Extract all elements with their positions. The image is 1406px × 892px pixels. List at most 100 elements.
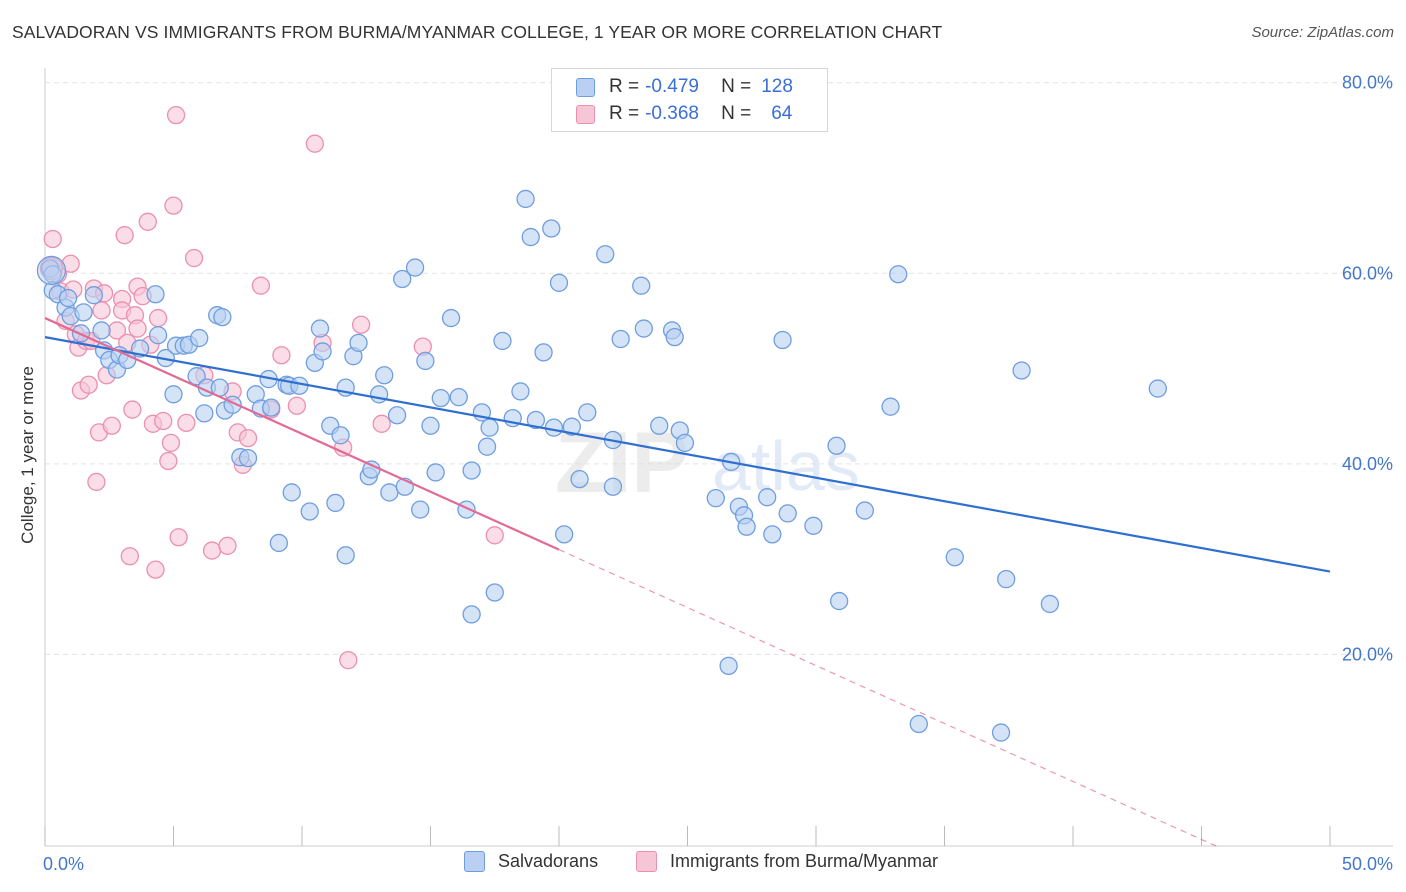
- data-point-burma: [202, 541, 222, 560]
- y-tick-label: 60.0%: [1342, 263, 1393, 283]
- trend-line-burma: [44, 317, 560, 551]
- data-point-salvadorans: [493, 331, 512, 351]
- data-point-salvadorans: [554, 525, 574, 544]
- y-tick-label: 80.0%: [1342, 73, 1393, 93]
- data-point-salvadorans: [380, 483, 399, 502]
- data-point-burma: [87, 472, 106, 492]
- data-point-salvadorans: [521, 227, 540, 247]
- data-point-salvadorans: [562, 417, 581, 436]
- data-point-salvadorans: [516, 189, 535, 209]
- data-point-burma: [372, 414, 391, 433]
- data-point-salvadorans: [945, 548, 964, 567]
- data-point-burma: [177, 413, 196, 433]
- data-point-salvadorans: [164, 385, 183, 404]
- data-point-salvadorans: [416, 351, 435, 371]
- data-point-burma: [120, 547, 139, 566]
- legend-n-label: N =: [721, 76, 752, 97]
- data-point-burma: [351, 315, 371, 334]
- data-point-burma: [218, 536, 237, 555]
- legend-swatch-pink: [636, 851, 657, 872]
- legend-r-label: R =: [609, 103, 640, 124]
- data-point-salvadorans: [262, 398, 281, 417]
- data-point-salvadorans: [58, 288, 78, 308]
- data-point-salvadorans: [1040, 594, 1060, 614]
- legend-n-value: 64: [771, 103, 793, 124]
- data-point-salvadorans: [1148, 379, 1167, 398]
- data-point-salvadorans: [310, 319, 330, 338]
- data-point-salvadorans: [36, 255, 67, 286]
- data-point-salvadorans: [405, 258, 425, 277]
- data-point-salvadorans: [393, 269, 412, 289]
- data-point-salvadorans: [326, 493, 345, 513]
- legend-item-salvadorans: Salvadorans: [464, 851, 598, 872]
- data-point-salvadorans: [889, 265, 908, 284]
- data-point-salvadorans: [477, 437, 497, 456]
- data-point-salvadorans: [313, 342, 332, 361]
- data-point-salvadorans: [665, 327, 684, 347]
- data-point-salvadorans: [74, 303, 93, 322]
- data-point-burma: [123, 400, 142, 419]
- data-point-salvadorans: [719, 656, 738, 676]
- data-point-salvadorans: [148, 326, 168, 345]
- data-point-salvadorans: [829, 591, 849, 611]
- axes: [44, 68, 1393, 847]
- source-credit: Source: ZipAtlas.com: [1251, 24, 1394, 41]
- data-point-salvadorans: [449, 388, 468, 407]
- data-point-salvadorans: [855, 501, 874, 520]
- data-point-burma: [485, 526, 504, 545]
- data-point-salvadorans: [485, 583, 504, 602]
- data-point-burma: [238, 428, 258, 448]
- data-point-burma: [128, 319, 147, 338]
- legend-row-burma: R = -0.368 N = 64: [576, 102, 792, 126]
- data-point-salvadorans: [570, 469, 589, 489]
- data-point-salvadorans: [737, 517, 756, 536]
- chart-title: SALVADORAN VS IMMIGRANTS FROM BURMA/MYAN…: [12, 22, 943, 42]
- data-point-burma: [184, 248, 204, 268]
- data-point-salvadorans: [909, 714, 928, 734]
- legend-item-burma: Immigrants from Burma/Myanmar: [636, 851, 938, 872]
- data-point-salvadorans: [411, 500, 430, 519]
- data-point-burma: [79, 375, 98, 394]
- data-point-salvadorans: [387, 406, 407, 425]
- data-point-salvadorans: [758, 488, 777, 507]
- data-point-salvadorans: [991, 723, 1011, 742]
- data-point-burma: [164, 196, 183, 215]
- data-point-salvadorans: [421, 416, 440, 435]
- data-point-salvadorans: [773, 330, 792, 350]
- data-point-salvadorans: [441, 308, 461, 328]
- data-point-burma: [102, 416, 121, 435]
- data-point-burma: [166, 105, 186, 125]
- data-point-salvadorans: [195, 404, 214, 423]
- data-point-salvadorans: [675, 433, 695, 453]
- data-point-burma: [159, 451, 178, 471]
- data-point-salvadorans: [596, 245, 615, 264]
- data-point-salvadorans: [190, 328, 209, 348]
- data-point-salvadorans: [1012, 361, 1031, 380]
- series-burma-points: [39, 105, 504, 670]
- data-point-salvadorans: [146, 285, 165, 304]
- data-point-salvadorans: [542, 219, 561, 238]
- data-point-salvadorans: [763, 525, 782, 544]
- legend-n-label: N =: [721, 103, 752, 124]
- data-point-burma: [169, 528, 188, 547]
- data-point-salvadorans: [282, 483, 301, 502]
- data-point-salvadorans: [269, 533, 289, 553]
- data-point-salvadorans: [84, 286, 103, 305]
- data-point-salvadorans: [349, 333, 368, 352]
- data-point-salvadorans: [462, 605, 481, 624]
- data-point-salvadorans: [511, 382, 530, 401]
- data-point-burma: [161, 433, 181, 453]
- data-point-burma: [92, 301, 111, 320]
- data-point-salvadorans: [92, 321, 111, 340]
- data-point-salvadorans: [213, 307, 232, 327]
- y-axis-title: College, 1 year or more: [18, 366, 37, 544]
- legend-r-label: R =: [609, 76, 640, 97]
- data-point-salvadorans: [431, 388, 450, 408]
- data-point-salvadorans: [331, 426, 350, 445]
- tick-labels: 20.0% 40.0% 60.0% 80.0% 0.0% 50.0%: [43, 73, 1393, 874]
- data-point-salvadorans: [300, 502, 319, 521]
- data-point-salvadorans: [650, 416, 669, 435]
- data-point-salvadorans: [336, 546, 355, 565]
- legend-n-value: 128: [761, 76, 793, 97]
- data-point-salvadorans: [549, 273, 569, 292]
